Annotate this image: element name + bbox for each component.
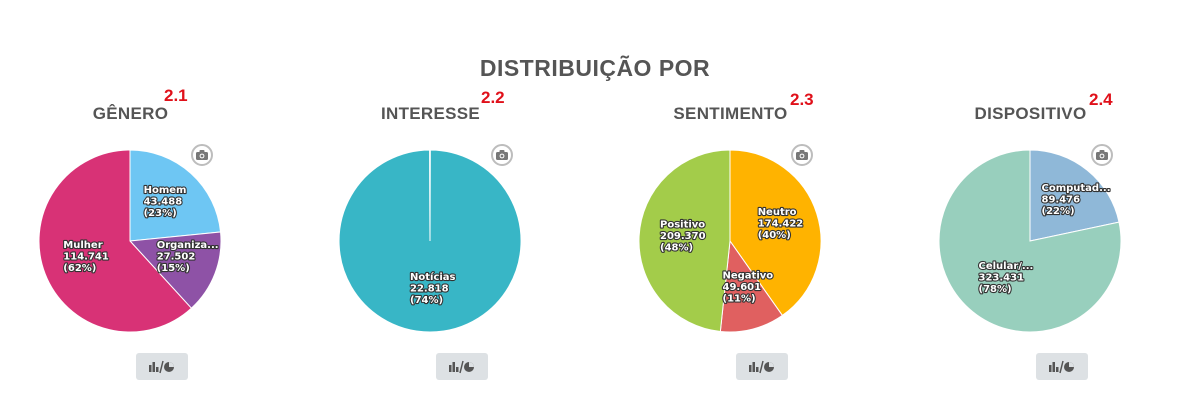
slice-label: Notícias 22.818 (74%) <box>410 271 456 306</box>
pie-slice-negativo[interactable] <box>719 239 784 333</box>
pie-chart-genero: Homem 43.488 (23%) Organiza... 27.502 (15%) Mu… <box>38 149 222 333</box>
panel-interesse: INTERESSE 2.2 Notícias 22.818 (74%) <box>282 0 579 417</box>
chart-toggle-button[interactable] <box>736 353 788 380</box>
slice-label: Mulher 114.741 (62%) <box>63 240 109 274</box>
camera-button[interactable] <box>1091 144 1113 166</box>
panel-title: SENTIMENTO <box>673 104 788 123</box>
panel-title: DISPOSITIVO <box>974 104 1087 123</box>
panel-title: INTERESSE <box>380 104 481 123</box>
pie-chart-sentimento: Neutro 174.422 (40%) Negativo 49.601 (11%) Pos… <box>638 149 822 333</box>
panel-number-marker: 2.4 <box>1089 90 1113 109</box>
camera-icon <box>796 150 808 160</box>
panel-number-marker: 2.3 <box>790 90 814 109</box>
pie-chart-dispositivo: Computad... 89.476 (22%) Celular/... 323.431… <box>938 149 1122 333</box>
panel-number-marker: 2.1 <box>164 86 188 105</box>
panel-genero: GÊNERO 2.1 Homem 43.488 (23%) Organiza... 27… <box>0 0 279 417</box>
pie-slice-neutro[interactable] <box>729 149 822 317</box>
camera-icon <box>196 150 208 160</box>
panel-dispositivo: DISPOSITIVO 2.4 Computad... 89.476 (22%) Ce… <box>882 0 1179 417</box>
slice-label: Computad... 89.476 (22%) <box>1042 183 1111 217</box>
slice-label: Negativo 49.601 (11%) <box>723 271 774 305</box>
chart-toggle-icon <box>1049 360 1074 374</box>
chart-toggle-button[interactable] <box>136 353 188 380</box>
camera-button[interactable] <box>491 144 513 166</box>
camera-icon <box>496 150 508 160</box>
chart-toggle-icon <box>449 360 474 374</box>
chart-toggle-button[interactable] <box>436 353 488 380</box>
slice-label: Neutro 174.422 (40%) <box>758 207 804 241</box>
camera-button[interactable] <box>191 144 213 166</box>
panel-number-marker: 2.2 <box>481 88 505 107</box>
panel-title: GÊNERO <box>92 104 169 123</box>
pie-slice-homem[interactable] <box>129 149 222 242</box>
slice-label: Organiza... 27.502 (15%) <box>157 240 219 274</box>
camera-button[interactable] <box>791 144 813 166</box>
slice-label: Homem 43.488 (23%) <box>144 185 187 219</box>
pie-slice-organiza[interactable] <box>128 231 222 309</box>
page-title: DISTRIBUIÇÃO POR <box>479 55 711 81</box>
slice-label: Positivo 209.370 (48%) <box>660 219 706 253</box>
chart-toggle-icon <box>149 360 174 374</box>
chart-toggle-button[interactable] <box>1036 353 1088 380</box>
camera-icon <box>1096 150 1108 160</box>
chart-toggle-icon <box>749 360 774 374</box>
pie-slice-mulher[interactable] <box>38 149 193 333</box>
panel-sentimento: SENTIMENTO 2.3 Neutro 174.422 (40%) Negativ… <box>582 0 879 417</box>
slice-label: Celular/... 323.431 (78%) <box>979 261 1034 295</box>
pie-slice-positivo[interactable] <box>638 149 731 333</box>
pie-chart-interesse: Notícias 22.818 (74%) <box>338 149 522 333</box>
pie-slice-celular[interactable] <box>938 149 1122 333</box>
pie-slice-computad[interactable] <box>1029 149 1120 242</box>
